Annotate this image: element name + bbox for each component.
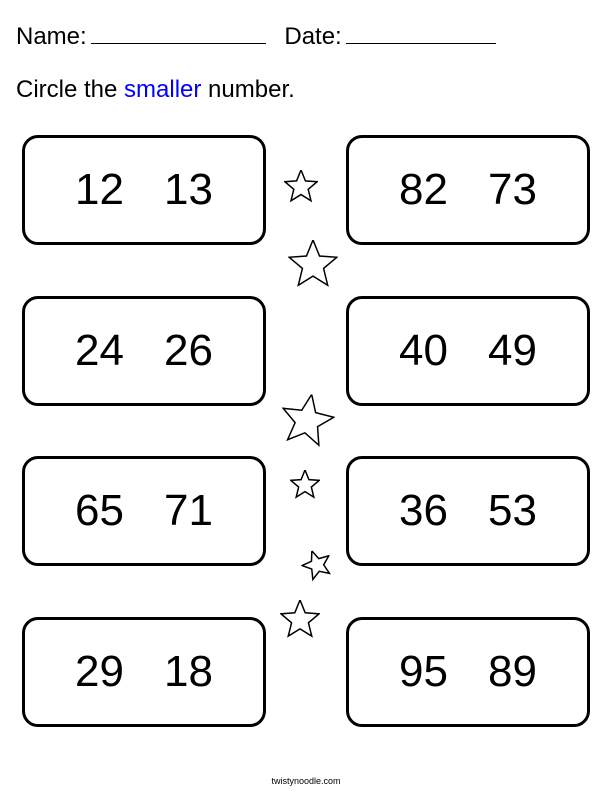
- star-icon: [284, 170, 318, 204]
- number: 95: [399, 647, 448, 697]
- number-box[interactable]: 12 13: [22, 135, 266, 245]
- star-icon: [288, 240, 338, 290]
- instruction-prefix: Circle the: [16, 76, 124, 103]
- number: 36: [399, 486, 448, 536]
- number: 29: [75, 647, 124, 697]
- number-box[interactable]: 29 18: [22, 617, 266, 727]
- number: 71: [164, 486, 213, 536]
- date-label-text: Date:: [284, 23, 341, 51]
- number: 65: [75, 486, 124, 536]
- header-row: Name: Date:: [16, 18, 596, 51]
- worksheet-grid: 12 13 82 73 24 26 40 49 65 71 36 53 29 1…: [22, 130, 590, 732]
- number: 49: [488, 326, 537, 376]
- number-box[interactable]: 82 73: [346, 135, 590, 245]
- number: 82: [399, 165, 448, 215]
- number: 12: [75, 165, 124, 215]
- number: 18: [164, 647, 213, 697]
- star-icon: [298, 546, 336, 584]
- number: 26: [164, 326, 213, 376]
- name-label: Name:: [16, 23, 87, 51]
- star-column: [266, 130, 346, 732]
- instruction-suffix: number.: [201, 76, 294, 103]
- instruction-text: Circle the smaller number.: [16, 76, 295, 104]
- number-box[interactable]: 40 49: [346, 296, 590, 406]
- star-icon: [276, 390, 339, 453]
- number: 13: [164, 165, 213, 215]
- number: 73: [488, 165, 537, 215]
- star-icon: [280, 600, 320, 640]
- date-blank[interactable]: [346, 18, 496, 44]
- name-blank[interactable]: [91, 18, 266, 44]
- footer-credit: twistynoodle.com: [0, 776, 612, 786]
- number-box[interactable]: 65 71: [22, 456, 266, 566]
- number: 89: [488, 647, 537, 697]
- star-icon: [290, 470, 320, 500]
- number-box[interactable]: 36 53: [346, 456, 590, 566]
- number-box[interactable]: 24 26: [22, 296, 266, 406]
- number: 53: [488, 486, 537, 536]
- date-label: [278, 23, 285, 51]
- number-box[interactable]: 95 89: [346, 617, 590, 727]
- number: 24: [75, 326, 124, 376]
- instruction-keyword: smaller: [124, 76, 201, 103]
- number: 40: [399, 326, 448, 376]
